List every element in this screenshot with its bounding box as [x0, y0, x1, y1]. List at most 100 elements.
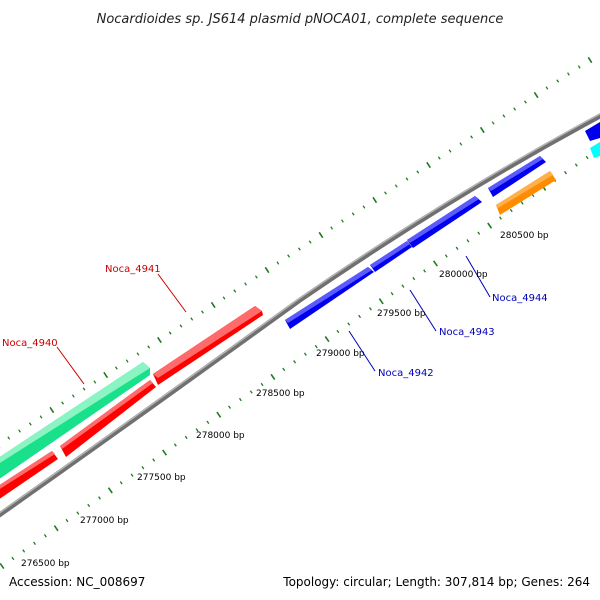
outer-tick-mark: [545, 86, 549, 90]
outer-tick-mark: [39, 415, 43, 419]
gene-blue-edge[interactable]: [585, 122, 600, 141]
label-noca-4944[interactable]: Noca_4944: [492, 293, 548, 304]
outer-tick-mark: [297, 247, 301, 251]
outer-tick-mark: [491, 121, 495, 125]
inner-tick-mark: [455, 246, 459, 250]
inner-tick-mark: [173, 443, 177, 447]
outer-tick-mark: [502, 114, 506, 118]
leader-noca-4944: [465, 255, 491, 298]
inner-tick-mark: [499, 216, 502, 220]
inner-tick-mark: [216, 411, 222, 418]
outer-tick-mark: [49, 406, 55, 414]
leader-noca-4940: [56, 346, 85, 385]
label-noca-4940[interactable]: Noca_4940: [2, 338, 58, 349]
inner-tick-mark: [336, 329, 340, 334]
tick-label-278500: 278500 bp: [256, 389, 305, 399]
inner-tick-mark: [98, 496, 101, 500]
tick-label-280500: 280500 bp: [500, 231, 549, 241]
inner-tick-mark: [401, 284, 405, 288]
inner-tick-mark: [432, 260, 438, 267]
outer-tick-mark: [479, 126, 485, 134]
outer-tick-mark: [190, 317, 194, 321]
inner-tick-mark: [152, 458, 156, 462]
inner-tick-mark: [466, 239, 470, 243]
inner-tick-mark: [65, 518, 69, 523]
inner-tick-mark: [282, 367, 286, 372]
outer-tick-mark: [513, 107, 517, 111]
outer-tick-mark: [394, 184, 398, 188]
outer-tick-mark: [179, 324, 183, 328]
outer-tick-mark: [308, 240, 312, 244]
inner-tick-mark: [119, 481, 123, 485]
inner-tick-mark: [11, 556, 15, 561]
inner-tick-mark: [76, 511, 80, 515]
leader-noca-4943: [409, 289, 437, 332]
inner-tick-mark: [520, 201, 524, 205]
inner-tick-mark: [0, 562, 5, 570]
outer-tick-mark: [287, 254, 291, 258]
outer-tick-mark: [362, 205, 366, 209]
tick-label-278000: 278000 bp: [196, 431, 245, 441]
inner-tick-mark: [87, 503, 91, 508]
gene-cyan[interactable]: [590, 142, 600, 158]
outer-tick-mark: [533, 91, 539, 99]
outer-tick-mark: [18, 429, 21, 433]
outer-tick-row: [0, 56, 593, 448]
outer-tick-mark: [125, 359, 129, 363]
tick-label-279500: 279500 bp: [377, 309, 426, 319]
map-title: Nocardioides sp. JS614 plasmid pNOCA01, …: [97, 12, 504, 27]
outer-tick-mark: [136, 352, 140, 356]
inner-tick-row: [0, 146, 600, 570]
label-noca-4943[interactable]: Noca_4943: [439, 327, 495, 338]
inner-tick-mark: [249, 390, 253, 394]
inner-tick-mark: [238, 397, 242, 402]
outer-tick-mark: [147, 345, 151, 349]
inner-tick-mark: [22, 549, 26, 553]
outer-tick-mark: [587, 56, 593, 64]
outer-tick-mark: [523, 100, 527, 104]
inner-tick-mark: [130, 473, 134, 477]
inner-tick-mark: [162, 449, 168, 456]
outer-tick-mark: [351, 212, 355, 216]
leader-noca-4942: [348, 330, 376, 372]
tick-label-277000: 277000 bp: [80, 516, 129, 526]
outer-tick-mark: [61, 401, 65, 405]
inner-tick-mark: [378, 298, 384, 305]
inner-tick-mark: [412, 276, 416, 281]
inner-tick-mark: [574, 163, 578, 167]
outer-tick-mark: [426, 161, 431, 169]
inner-tick-mark: [423, 269, 427, 273]
inner-tick-mark: [324, 336, 330, 343]
label-noca-4941[interactable]: Noca_4941: [105, 264, 161, 275]
outer-tick-mark: [470, 135, 474, 139]
tick-label-279000: 279000 bp: [316, 349, 365, 359]
gene-blue-next[interactable]: [488, 156, 546, 197]
tick-label-276500: 276500 bp: [21, 559, 70, 569]
outer-tick-mark: [448, 149, 452, 153]
inner-tick-mark: [303, 352, 307, 356]
inner-tick-mark: [43, 534, 47, 538]
inner-tick-mark: [195, 428, 199, 432]
genome-summary-text: Topology: circular; Length: 307,814 bp; …: [282, 575, 590, 589]
inner-tick-mark: [206, 420, 210, 424]
inner-tick-mark: [509, 208, 513, 213]
outer-tick-mark: [405, 177, 409, 181]
inner-tick-mark: [477, 231, 481, 235]
outer-tick-mark: [201, 310, 204, 314]
outer-tick-mark: [416, 170, 420, 174]
inner-tick-mark: [260, 382, 264, 387]
gene-noca-4941-upstream[interactable]: [60, 380, 156, 457]
inner-tick-mark: [107, 487, 113, 494]
outer-tick-mark: [577, 65, 581, 69]
label-noca-4942[interactable]: Noca_4942: [378, 368, 434, 379]
outer-tick-mark: [168, 331, 172, 335]
inner-tick-mark: [314, 344, 318, 349]
gene-noca-4940-lower[interactable]: [0, 451, 58, 502]
outer-tick-mark: [82, 387, 86, 391]
outer-tick-mark: [254, 275, 258, 279]
inner-tick-mark: [347, 322, 351, 326]
inner-tick-mark: [390, 292, 394, 296]
inner-tick-mark: [487, 222, 493, 229]
inner-tick-mark: [585, 155, 589, 160]
